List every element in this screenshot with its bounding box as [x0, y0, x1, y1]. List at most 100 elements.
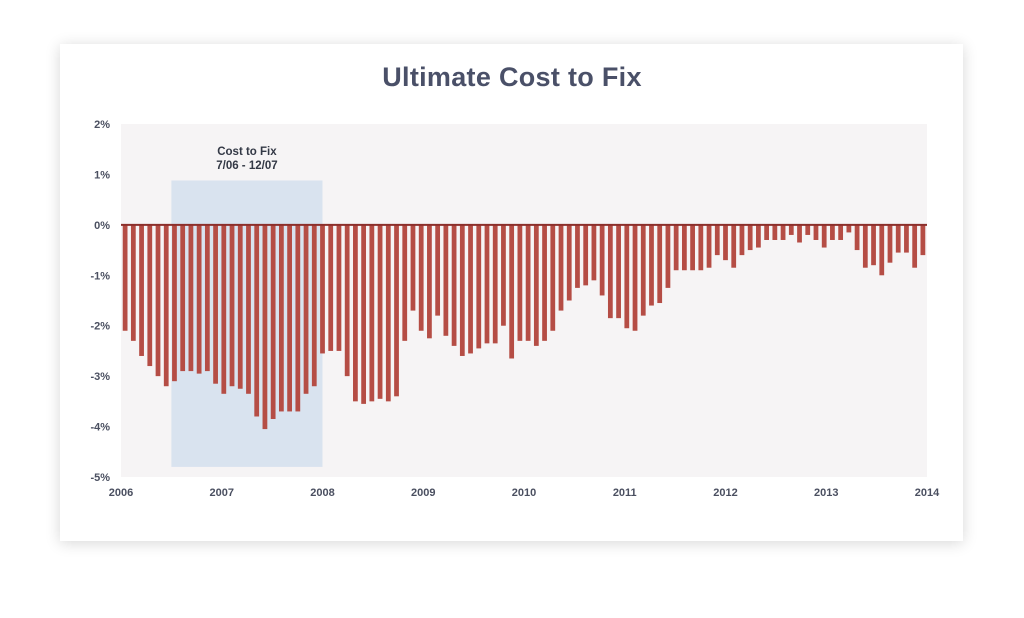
bar [172, 224, 177, 382]
bar [714, 224, 720, 256]
bar [649, 224, 654, 306]
bar [361, 224, 367, 404]
bar [484, 224, 490, 344]
highlight-range-label: 7/06 - 12/07 [216, 160, 277, 172]
bar [237, 224, 243, 389]
bar [295, 224, 301, 412]
bar [797, 224, 802, 243]
bar [221, 224, 227, 394]
bar [180, 224, 186, 372]
bar [673, 224, 679, 271]
bar [575, 224, 580, 288]
bar [805, 224, 811, 235]
bar [262, 224, 268, 430]
y-tick-label: -4% [90, 422, 110, 434]
x-tick-label: 2014 [915, 487, 940, 499]
bar [213, 224, 218, 384]
bar [830, 224, 835, 240]
bar [772, 224, 778, 240]
bar [130, 224, 136, 341]
bar [163, 224, 169, 387]
x-tick-label: 2008 [310, 487, 334, 499]
bar [476, 224, 482, 349]
bar [739, 224, 745, 256]
x-tick-label: 2012 [713, 487, 737, 499]
y-tick-label: -2% [90, 321, 110, 333]
bar [418, 224, 424, 331]
bar [764, 224, 770, 240]
bar [188, 224, 194, 372]
bar [821, 224, 827, 248]
bar [270, 224, 276, 420]
bar [459, 224, 465, 356]
bar [591, 224, 597, 281]
bar [320, 224, 325, 354]
bar [328, 224, 334, 351]
y-tick-label: 2% [94, 119, 110, 131]
bar [468, 224, 473, 354]
bar [912, 224, 918, 268]
y-tick-label: -1% [90, 270, 110, 282]
bar [887, 224, 893, 263]
bar [657, 224, 663, 304]
y-tick-label: -3% [90, 371, 110, 383]
bar [435, 224, 441, 316]
bar [525, 224, 531, 341]
bar [147, 224, 153, 367]
bar [278, 224, 284, 412]
bar [583, 224, 589, 286]
bar [813, 224, 819, 240]
bar [920, 224, 926, 256]
bar [879, 224, 885, 276]
bar [254, 224, 260, 417]
bar [624, 224, 630, 329]
bar [723, 224, 728, 261]
bar [533, 224, 539, 346]
bar [377, 224, 383, 399]
bar [681, 224, 687, 271]
bar [665, 224, 671, 288]
bar [838, 224, 844, 240]
bar [410, 224, 416, 311]
bar [427, 224, 432, 339]
bar [599, 224, 605, 296]
bar [402, 224, 408, 341]
bar [196, 224, 202, 374]
bar [566, 224, 572, 301]
bar [558, 224, 564, 311]
bar [607, 224, 613, 319]
bar [640, 224, 646, 316]
x-tick-label: 2007 [210, 487, 234, 499]
bar [846, 224, 852, 233]
x-tick-label: 2011 [613, 487, 637, 499]
bar [122, 224, 128, 331]
x-tick-label: 2010 [512, 487, 536, 499]
bar [443, 224, 449, 336]
x-tick-label: 2009 [411, 487, 435, 499]
y-tick-label: 1% [94, 169, 110, 181]
bar [492, 224, 498, 344]
bar [550, 224, 556, 331]
bar [501, 224, 506, 326]
bar [747, 224, 753, 251]
bar [353, 224, 358, 402]
y-tick-label: 0% [94, 220, 110, 232]
bar [385, 224, 391, 402]
bar [246, 224, 251, 394]
bar [229, 224, 235, 387]
bar [303, 224, 309, 394]
bar [287, 224, 292, 412]
bar [616, 224, 621, 319]
bar [731, 224, 737, 268]
bar [336, 224, 342, 351]
bar [871, 224, 876, 266]
bar [895, 224, 901, 253]
bar [756, 224, 761, 248]
bar [542, 224, 547, 341]
bar [509, 224, 515, 359]
y-tick-label: -5% [90, 472, 110, 484]
bar [311, 224, 317, 387]
bar [451, 224, 457, 346]
chart-title: Ultimate Cost to Fix [382, 62, 642, 92]
